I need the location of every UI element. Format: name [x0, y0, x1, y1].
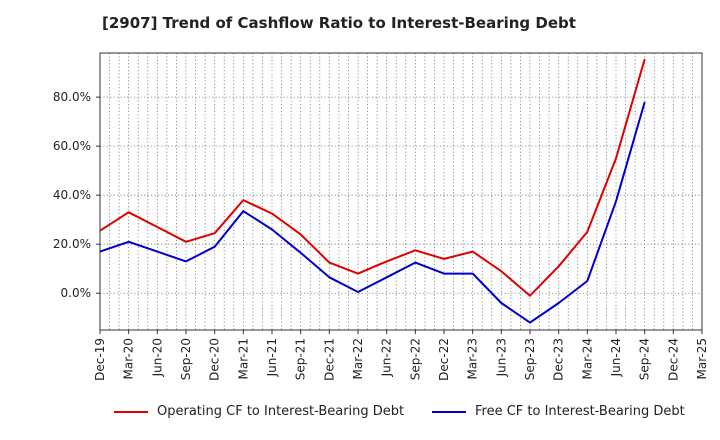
- x-tick-label: Mar-22: [351, 338, 365, 379]
- chart-title: [2907] Trend of Cashflow Ratio to Intere…: [102, 14, 576, 32]
- series-layer: [99, 58, 646, 324]
- legend-swatch-operating-cf: [114, 410, 148, 413]
- x-tick-label: Mar-23: [466, 338, 480, 379]
- x-tick-label: Dec-24: [666, 338, 680, 381]
- x-tick-label: Dec-19: [93, 338, 107, 381]
- x-tick-label: Mar-25: [695, 338, 709, 379]
- x-tick-label: Mar-20: [122, 338, 136, 379]
- legend-label-free-cf: Free CF to Interest-Bearing Debt: [475, 404, 685, 419]
- x-tick-label: Sep-24: [638, 338, 652, 380]
- x-tick-label: Sep-20: [179, 338, 193, 380]
- x-tick-label: Dec-22: [437, 338, 451, 381]
- legend-swatch-free-cf: [432, 410, 466, 413]
- x-tick-label: Dec-20: [208, 338, 222, 381]
- x-tick-label: Jun-20: [150, 338, 164, 377]
- x-tick-label: Mar-24: [580, 338, 594, 379]
- y-tick-label: 0.0%: [61, 286, 92, 300]
- series-line-operating-cf: [99, 58, 646, 297]
- x-tick-label: Sep-23: [523, 338, 537, 380]
- legend: Operating CF to Interest-Bearing Debt Fr…: [0, 404, 720, 426]
- tick-label-layer: 0.0% 20.0% 40.0% 60.0% 80.0% Dec-19 Mar-20 Jun-…: [53, 90, 709, 381]
- axis-layer: [96, 52, 703, 334]
- y-tick-label: 80.0%: [53, 90, 91, 104]
- x-tick-label: Jun-21: [265, 338, 279, 377]
- x-tick-label: Dec-23: [552, 338, 566, 381]
- legend-item-free-cf: Free CF to Interest-Bearing Debt: [432, 404, 685, 419]
- x-tick-label: Dec-21: [322, 338, 336, 381]
- legend-label-operating-cf: Operating CF to Interest-Bearing Debt: [157, 404, 405, 419]
- legend-item-operating-cf: Operating CF to Interest-Bearing Debt: [114, 404, 404, 419]
- x-tick-label: Sep-21: [294, 338, 308, 380]
- grid-layer: [99, 53, 703, 330]
- x-tick-label: Mar-21: [236, 338, 250, 379]
- x-tick-label: Sep-22: [408, 338, 422, 380]
- y-tick-label: 60.0%: [53, 139, 91, 153]
- y-tick-label: 20.0%: [53, 237, 91, 251]
- y-tick-label: 40.0%: [53, 188, 91, 202]
- plot-frame: [99, 52, 703, 331]
- x-tick-label: Jun-22: [380, 338, 394, 377]
- x-tick-label: Jun-23: [494, 338, 508, 377]
- series-line-free-cf: [99, 101, 646, 324]
- x-tick-label: Jun-24: [609, 338, 623, 377]
